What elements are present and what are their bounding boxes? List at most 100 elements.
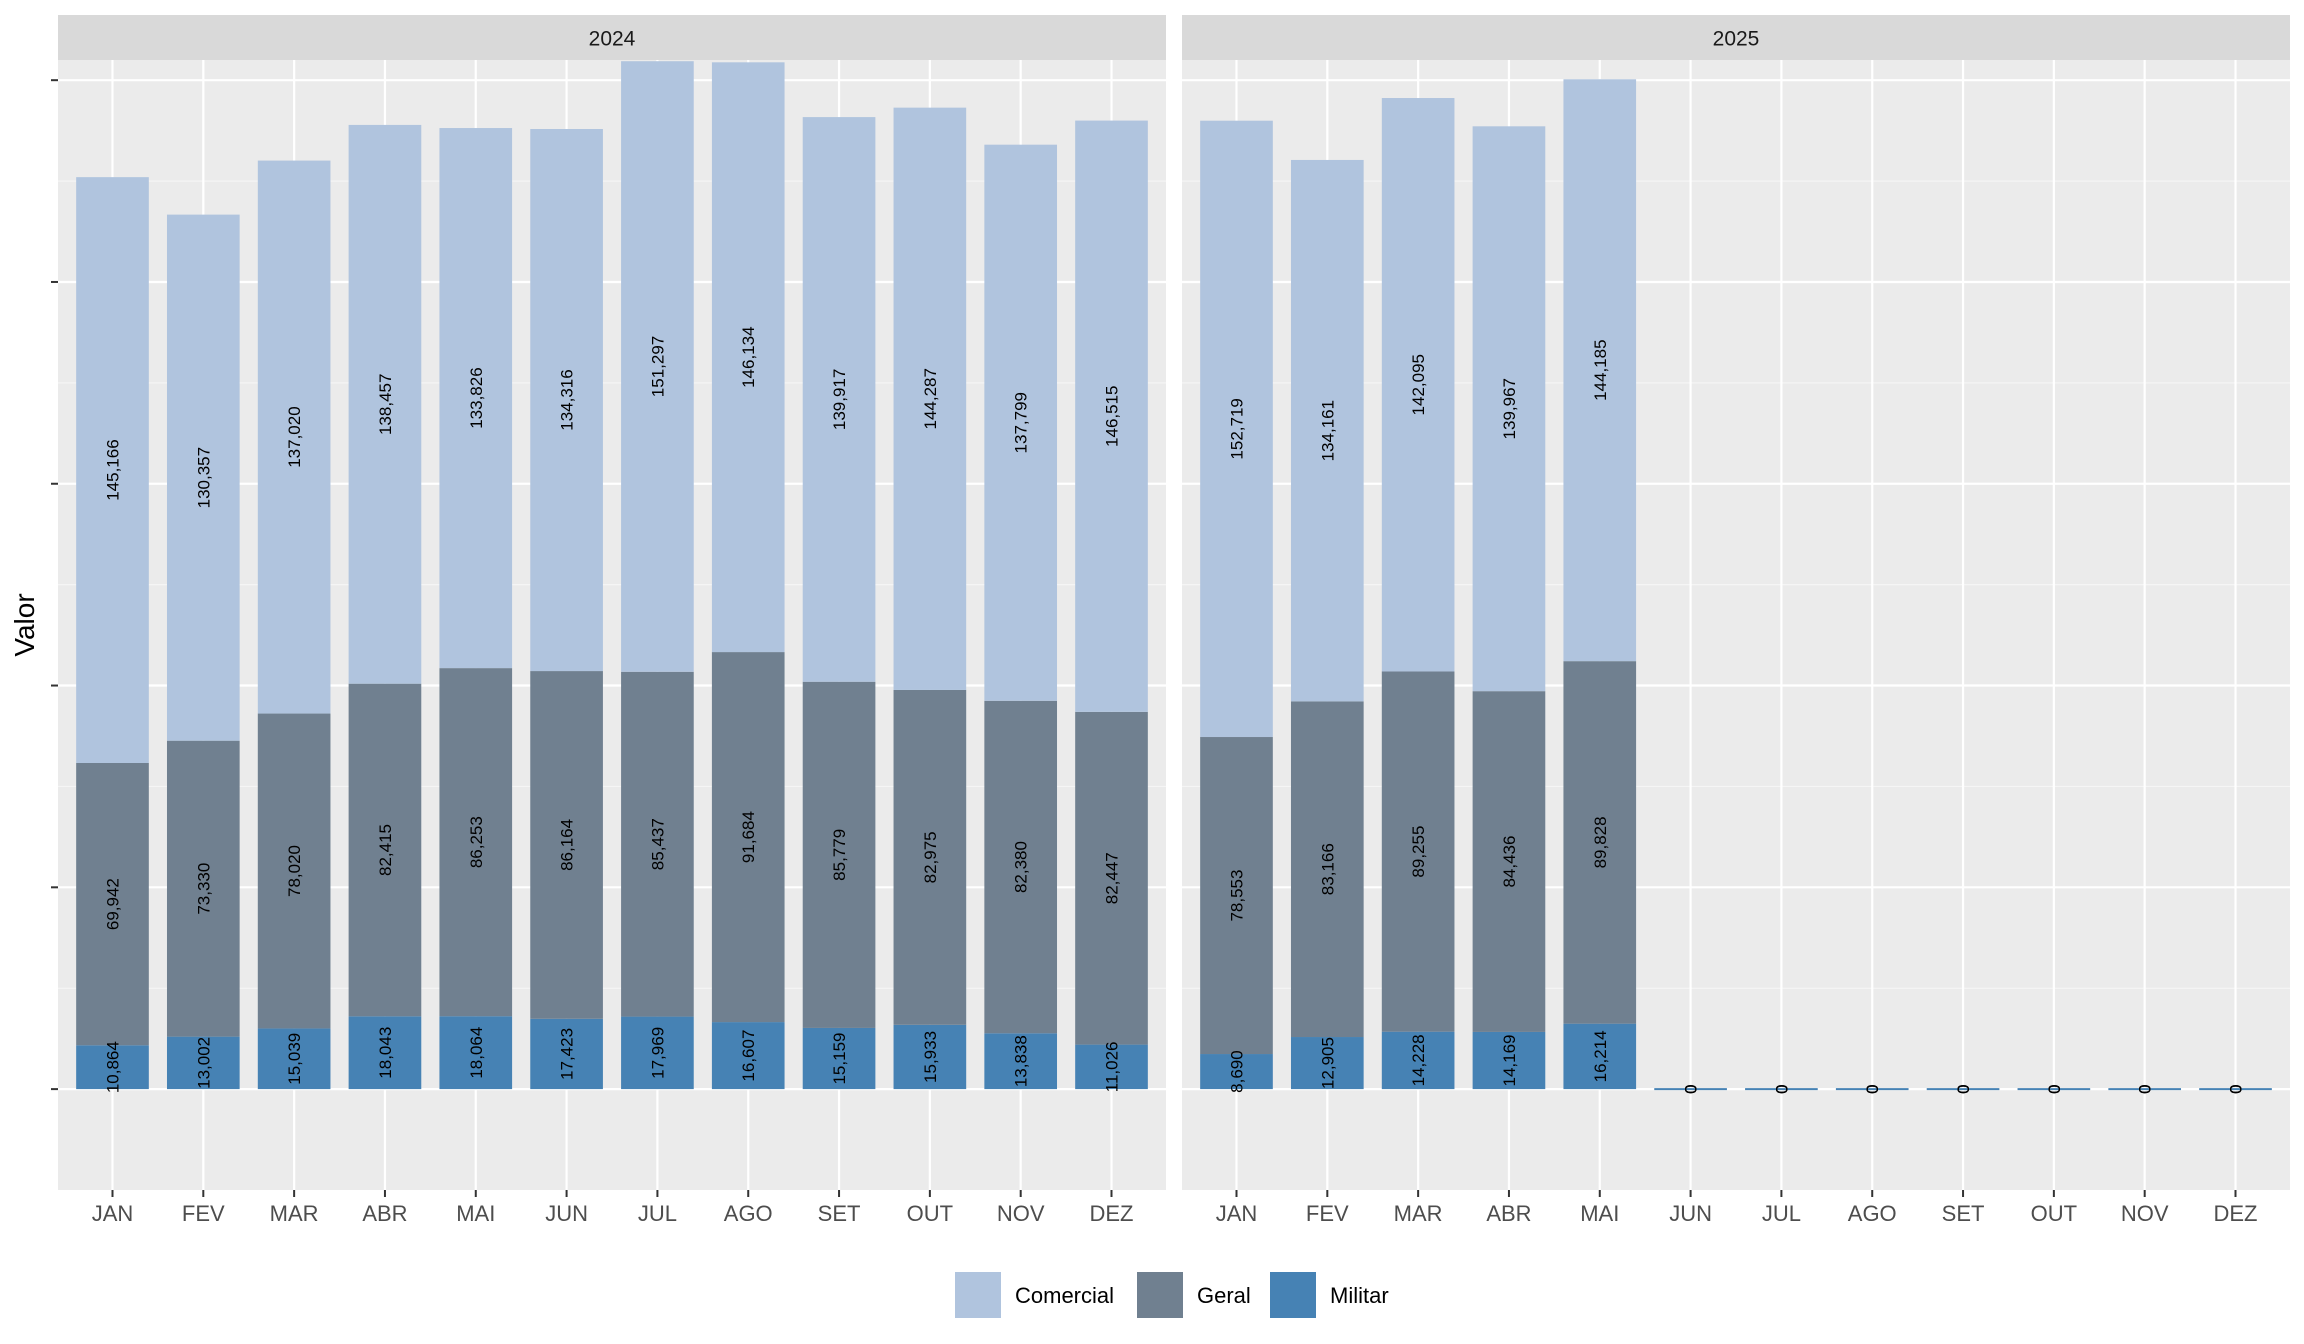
panel-background-2025 [1182,60,2290,1190]
data-label-militar: 13,002 [194,1037,213,1089]
data-label-comercial: 0 [1682,1084,1701,1093]
data-label-comercial: 139,967 [1500,378,1519,439]
data-label-militar: 17,969 [648,1027,667,1079]
data-label-militar: 10,864 [103,1041,122,1093]
data-label-militar: 16,214 [1591,1030,1610,1082]
x-tick-label: JUL [638,1201,677,1226]
x-tick-label: OUT [907,1201,953,1226]
x-tick-label: MAI [1580,1201,1619,1226]
facet-strip-label: 2025 [1713,28,1760,51]
data-label-militar: 0 [1772,1084,1791,1093]
bar-militar-2024-dez [1075,1044,1148,1090]
data-label-geral: 0 [1954,1084,1973,1093]
x-tick-label: OUT [2031,1201,2077,1226]
legend-label-geral: Geral [1197,1283,1251,1308]
bar-geral-2024-ago [711,652,785,1023]
data-label-comercial: 0 [2045,1084,2064,1093]
data-label-comercial: 137,020 [285,406,304,467]
bar-comercial-2025-mai [1563,79,1637,662]
data-label-comercial: 134,161 [1318,400,1337,461]
x-tick-label: SET [1942,1201,1985,1226]
bar-militar-2025-fev [1290,1037,1364,1090]
x-tick-label: SET [818,1201,861,1226]
x-tick-label: JAN [92,1201,134,1226]
data-label-militar: 0 [2227,1084,2246,1093]
bar-militar-2024-jan [76,1045,149,1090]
x-tick-label: MAI [456,1201,495,1226]
legend-label-militar: Militar [1330,1283,1389,1308]
x-tick-label: FEV [1306,1201,1349,1226]
x-tick-label: MAR [1394,1201,1443,1226]
data-label-geral: 0 [1863,1084,1882,1093]
data-label-geral: 82,447 [1103,852,1122,904]
bar-comercial-2025-fev [1290,159,1364,702]
bar-geral-2025-mai [1563,661,1637,1024]
bar-militar-2024-nov [984,1033,1058,1090]
bar-comercial-2025-mar [1381,98,1455,672]
data-label-comercial: 138,457 [376,374,395,435]
legend-key-geral [1137,1272,1183,1318]
data-label-militar: 17,423 [558,1028,577,1080]
bar-comercial-2025-jan [1200,120,1273,738]
data-label-militar: 18,064 [467,1027,486,1079]
data-label-geral: 85,779 [830,829,849,881]
data-label-militar: 13,838 [1012,1035,1031,1087]
bar-geral-2024-nov [984,700,1058,1034]
x-tick-label: FEV [182,1201,225,1226]
bar-geral-2024-dez [1075,711,1148,1045]
bar-comercial-2024-dez [1075,120,1148,712]
data-label-comercial: 152,719 [1227,398,1246,459]
data-label-militar: 15,159 [830,1033,849,1085]
bar-comercial-2024-ago [711,62,785,653]
x-tick-label: NOV [2121,1201,2169,1226]
bar-comercial-2024-jun [530,128,603,672]
data-label-militar: 0 [1954,1084,1973,1093]
bar-comercial-2025-abr [1472,126,1546,692]
facet-strip-2025 [1182,15,2290,60]
data-label-geral: 86,164 [558,819,577,871]
data-label-comercial: 0 [2227,1084,2246,1093]
bar-militar-2024-out [893,1024,967,1090]
data-label-geral: 0 [1682,1084,1701,1093]
bar-militar-2024-set [802,1027,876,1090]
data-label-militar: 0 [2045,1084,2064,1093]
data-label-geral: 78,553 [1227,870,1246,922]
bar-geral-2024-abr [348,683,422,1017]
bar-comercial-2024-mai [439,128,513,669]
data-label-militar: 0 [1682,1084,1701,1093]
bar-militar-2024-jul [621,1016,694,1090]
data-label-comercial: 0 [2136,1084,2155,1093]
data-label-comercial: 144,287 [921,368,940,429]
bar-militar-2024-fev [166,1036,240,1090]
bar-geral-2024-set [802,681,876,1028]
data-label-geral: 73,330 [194,863,213,915]
facet-strip-label: 2024 [589,28,636,51]
data-label-militar: 12,905 [1318,1037,1337,1089]
x-tick-label: AGO [724,1201,773,1226]
data-label-militar: 15,933 [921,1031,940,1083]
data-label-comercial: 137,799 [1012,392,1031,453]
data-label-geral: 0 [2136,1084,2155,1093]
x-tick-label: MAR [270,1201,319,1226]
data-label-geral: 0 [2045,1084,2064,1093]
legend-key-comercial [955,1272,1001,1318]
data-label-geral: 83,166 [1318,843,1337,895]
data-label-geral: 86,253 [467,816,486,868]
x-tick-label: ABR [1486,1201,1531,1226]
bar-comercial-2024-set [802,117,876,682]
data-label-geral: 78,020 [285,845,304,897]
data-label-geral: 84,436 [1500,836,1519,888]
x-tick-label: DEZ [2214,1201,2258,1226]
data-label-geral: 91,684 [739,811,758,863]
data-label-militar: 14,228 [1409,1034,1428,1086]
bar-militar-2025-abr [1472,1031,1546,1090]
x-tick-label: JUL [1762,1201,1801,1226]
data-label-militar: 14,169 [1500,1035,1519,1087]
y-axis-title: Valor [9,593,40,656]
x-tick-label: ABR [362,1201,407,1226]
panel-background-2024 [58,60,1166,1190]
data-label-militar: 16,607 [739,1030,758,1082]
bar-comercial-2024-jan [76,177,149,763]
x-tick-label: AGO [1848,1201,1897,1226]
bar-geral-2024-mai [439,668,513,1017]
